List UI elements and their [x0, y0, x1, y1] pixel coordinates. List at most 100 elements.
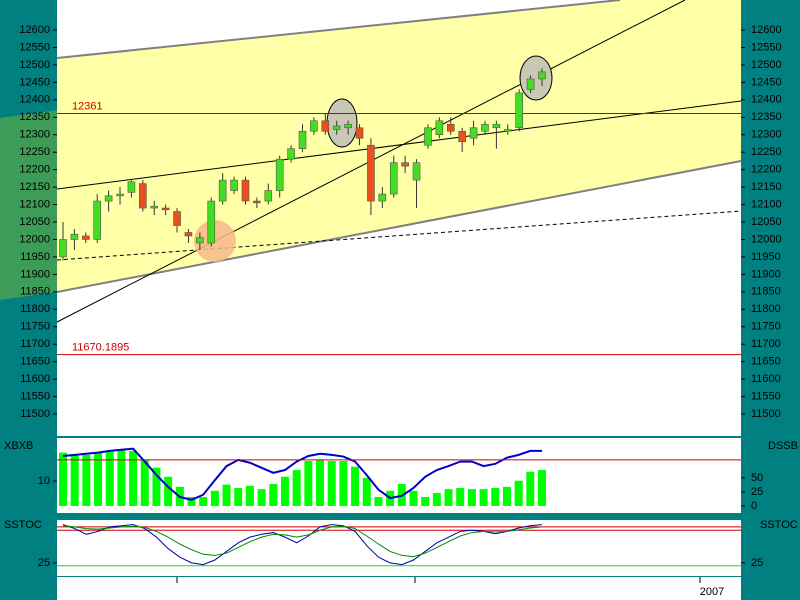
candle-body — [344, 123, 352, 129]
candle-body — [526, 78, 535, 90]
candle-body — [196, 237, 204, 244]
bar — [409, 490, 418, 506]
candle-body — [515, 92, 523, 129]
candle-body — [310, 120, 318, 132]
tick-label: 12300 — [19, 129, 50, 141]
tick-label: 12100 — [19, 198, 50, 210]
bar — [351, 466, 360, 506]
bar — [292, 470, 301, 506]
candle-body — [59, 239, 67, 258]
bar — [304, 461, 313, 506]
bar — [210, 490, 219, 506]
channel — [57, 0, 741, 292]
tick-label: 11500 — [751, 408, 781, 420]
bar — [421, 496, 430, 506]
bar — [327, 461, 336, 506]
bar — [222, 484, 231, 506]
tick-label: 11600 — [20, 373, 50, 385]
candle-body — [264, 190, 273, 202]
tick-label: 11500 — [20, 408, 50, 420]
bar — [467, 489, 476, 506]
candle-body — [503, 129, 512, 132]
candle-body — [230, 179, 238, 191]
tick-label: 11650 — [20, 356, 50, 368]
highlight — [519, 55, 553, 101]
tick-label: 12550 — [751, 41, 782, 53]
trend-line — [56, 210, 742, 261]
tick-label: 11900 — [20, 268, 50, 280]
bar — [152, 467, 161, 506]
bar — [456, 488, 465, 506]
tick-label: 25 — [751, 486, 763, 498]
candle-body — [435, 120, 444, 136]
tick-label: 12000 — [19, 233, 50, 245]
tick-label: 0 — [751, 500, 757, 512]
bar — [234, 488, 243, 506]
tick-label: 12600 — [751, 24, 782, 36]
bar — [374, 496, 383, 506]
tick-label: 11550 — [751, 390, 781, 402]
trend-line — [56, 100, 742, 190]
tick-label: 11800 — [751, 303, 781, 315]
candle-body — [127, 181, 136, 193]
candle-body — [184, 232, 193, 237]
bar — [140, 459, 149, 506]
bar — [164, 476, 173, 506]
candle-body — [253, 200, 261, 204]
candle-body — [424, 127, 432, 146]
bar — [316, 459, 325, 506]
highlight — [326, 98, 358, 148]
tick-label: 12400 — [751, 94, 782, 106]
bar — [257, 489, 266, 506]
tick-label: 12050 — [19, 216, 50, 228]
tick-label: 12450 — [19, 76, 50, 88]
bar — [269, 484, 278, 506]
candle-body — [70, 233, 79, 240]
tick-label: 11750 — [751, 321, 781, 333]
tick-label: 50 — [751, 472, 763, 484]
candle-body — [378, 193, 387, 202]
tick-label: 12500 — [19, 59, 50, 71]
bar — [94, 452, 103, 506]
bar — [526, 471, 535, 506]
tick-label: 12050 — [751, 216, 782, 228]
bar — [362, 477, 371, 506]
left-band — [0, 110, 57, 300]
bar — [245, 485, 254, 506]
tick-label: 12300 — [751, 129, 782, 141]
candle-body — [298, 130, 307, 150]
bar — [82, 454, 91, 506]
panel-title: DSSB — [768, 440, 798, 452]
tick-label: 11900 — [751, 268, 781, 280]
candle-body — [116, 193, 124, 197]
candle-body — [469, 127, 478, 139]
tick-label: 25 — [751, 557, 763, 569]
bar — [502, 486, 511, 506]
bar — [514, 480, 523, 506]
bar — [339, 461, 348, 506]
tick-label: 12350 — [751, 111, 782, 123]
tick-label: 12250 — [19, 146, 50, 158]
channel-top — [56, 0, 621, 59]
candle-body — [241, 179, 250, 202]
tick-label: 12500 — [751, 59, 782, 71]
tick-label: 12150 — [19, 181, 50, 193]
time-axis — [57, 577, 741, 600]
tick-label: 12150 — [751, 181, 782, 193]
bar — [491, 488, 500, 506]
tick-label: 11950 — [751, 251, 781, 263]
candle-body — [321, 120, 330, 132]
tick-label: 10 — [38, 475, 50, 487]
candle-body — [207, 200, 216, 244]
tick-label: 11700 — [20, 338, 50, 350]
candle-body — [458, 130, 466, 143]
candle-body — [492, 123, 501, 129]
tick-label: 11600 — [751, 373, 781, 385]
level-label: 12361 — [72, 100, 103, 112]
candle-body — [332, 125, 341, 130]
series-line — [62, 524, 543, 566]
tick-label: 11650 — [751, 356, 781, 368]
tick-label: 12600 — [19, 24, 50, 36]
tick-label: 12000 — [751, 233, 782, 245]
bar — [479, 489, 488, 506]
